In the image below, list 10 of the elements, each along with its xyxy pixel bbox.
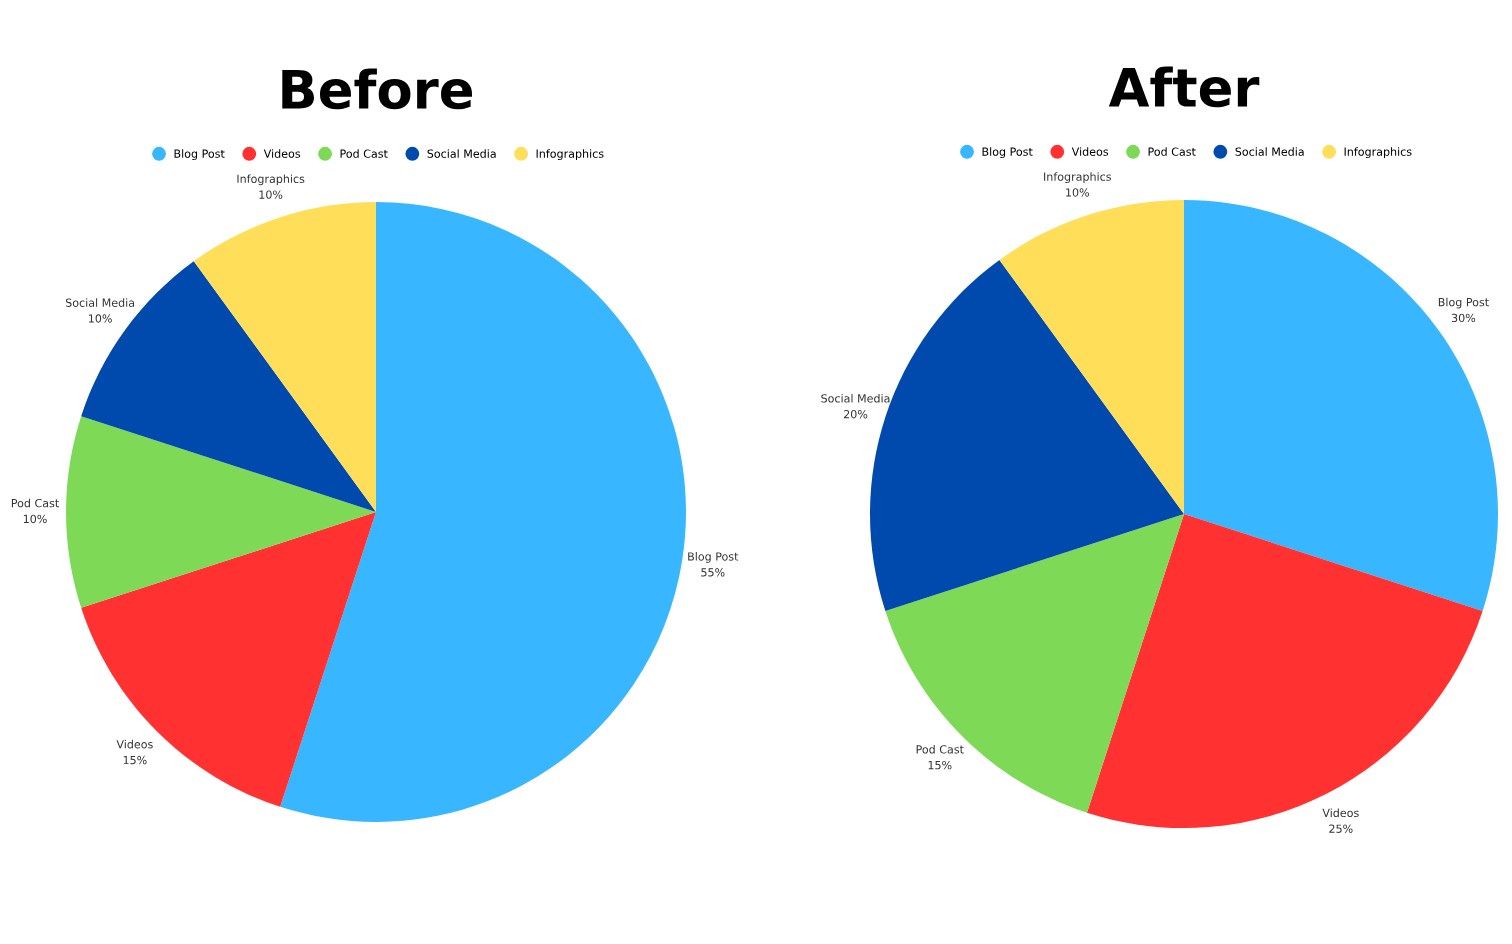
pie-slice [999, 200, 1184, 514]
pie-slice [66, 416, 376, 608]
chart-title: Before [282, 68, 472, 110]
chart-title: After [1108, 66, 1260, 108]
pie-slice [81, 512, 376, 807]
pie-slice [193, 202, 376, 512]
pie-slice [1184, 200, 1498, 612]
pie-slice [280, 202, 686, 822]
pie-slice [1086, 514, 1483, 828]
pie-slice [885, 514, 1184, 813]
